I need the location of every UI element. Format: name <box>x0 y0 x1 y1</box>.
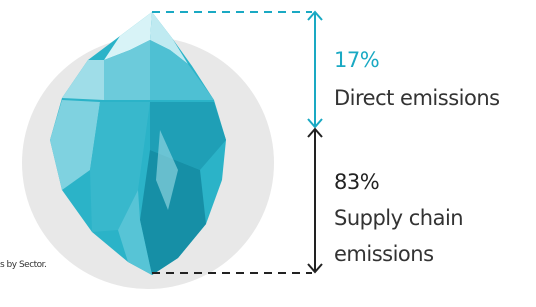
label: Direct emissions <box>334 80 500 116</box>
infographic: 17% Direct emissions 83% Supply chain em… <box>0 0 536 307</box>
iceberg-graphic <box>0 0 536 307</box>
percent: 17% <box>334 48 379 72</box>
label: emissions <box>334 236 434 272</box>
footnote: s by Sector. <box>0 260 46 270</box>
label: Supply chain <box>334 200 463 236</box>
percent: 83% <box>334 170 379 194</box>
